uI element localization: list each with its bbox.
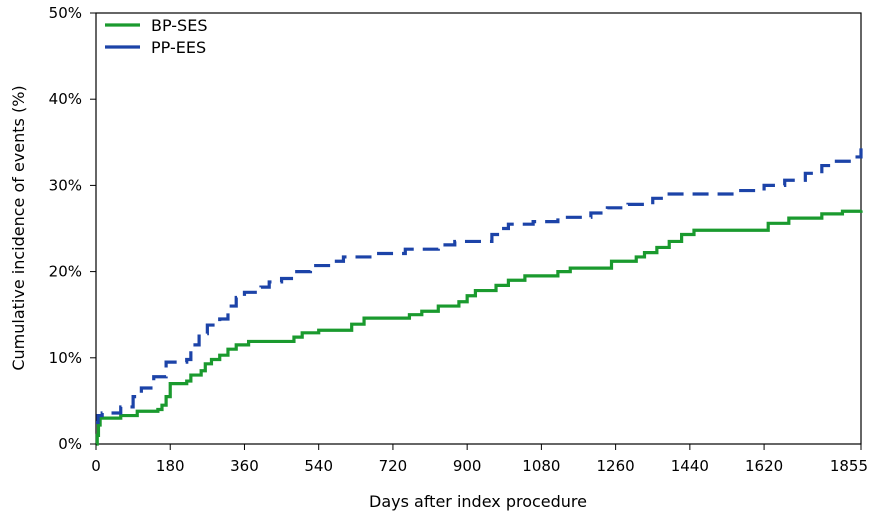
legend: BP-SES PP-EES xyxy=(105,16,207,57)
y-tick-label: 40% xyxy=(49,90,82,108)
legend-label: PP-EES xyxy=(151,38,206,57)
x-tick-label: 1080 xyxy=(522,457,560,475)
x-tick-label: 1620 xyxy=(745,457,783,475)
x-tick-label: 720 xyxy=(379,457,408,475)
x-tick-label: 1260 xyxy=(597,457,635,475)
x-tick-label: 180 xyxy=(156,457,185,475)
x-tick-label: 900 xyxy=(453,457,482,475)
plot-frame xyxy=(95,12,862,445)
y-axis-title: Cumulative incidence of events (%) xyxy=(9,85,28,370)
x-tick-label: 1855 xyxy=(830,457,868,475)
series-line-bp-ses xyxy=(95,209,863,446)
x-tick-label: 1440 xyxy=(671,457,709,475)
legend-label: BP-SES xyxy=(151,16,207,35)
x-tick-label: 540 xyxy=(304,457,333,475)
x-tick-label: 0 xyxy=(91,457,101,475)
y-tick-label: 0% xyxy=(58,435,82,453)
y-axis: 0% 10% 20% 30% 40% 50% xyxy=(49,4,96,453)
y-tick-label: 10% xyxy=(49,349,82,367)
x-axis-title: Days after index procedure xyxy=(369,492,587,511)
y-tick-label: 20% xyxy=(49,263,82,281)
series-line-pp-ees xyxy=(96,148,863,425)
plot-area xyxy=(95,12,863,446)
x-tick-label: 360 xyxy=(230,457,259,475)
x-axis: 0 180 360 540 720 900 1080 1260 1440 1620 1855 xyxy=(91,444,868,475)
series-layer xyxy=(95,148,863,446)
y-tick-label: 50% xyxy=(49,4,82,22)
y-tick-label: 30% xyxy=(49,176,82,194)
